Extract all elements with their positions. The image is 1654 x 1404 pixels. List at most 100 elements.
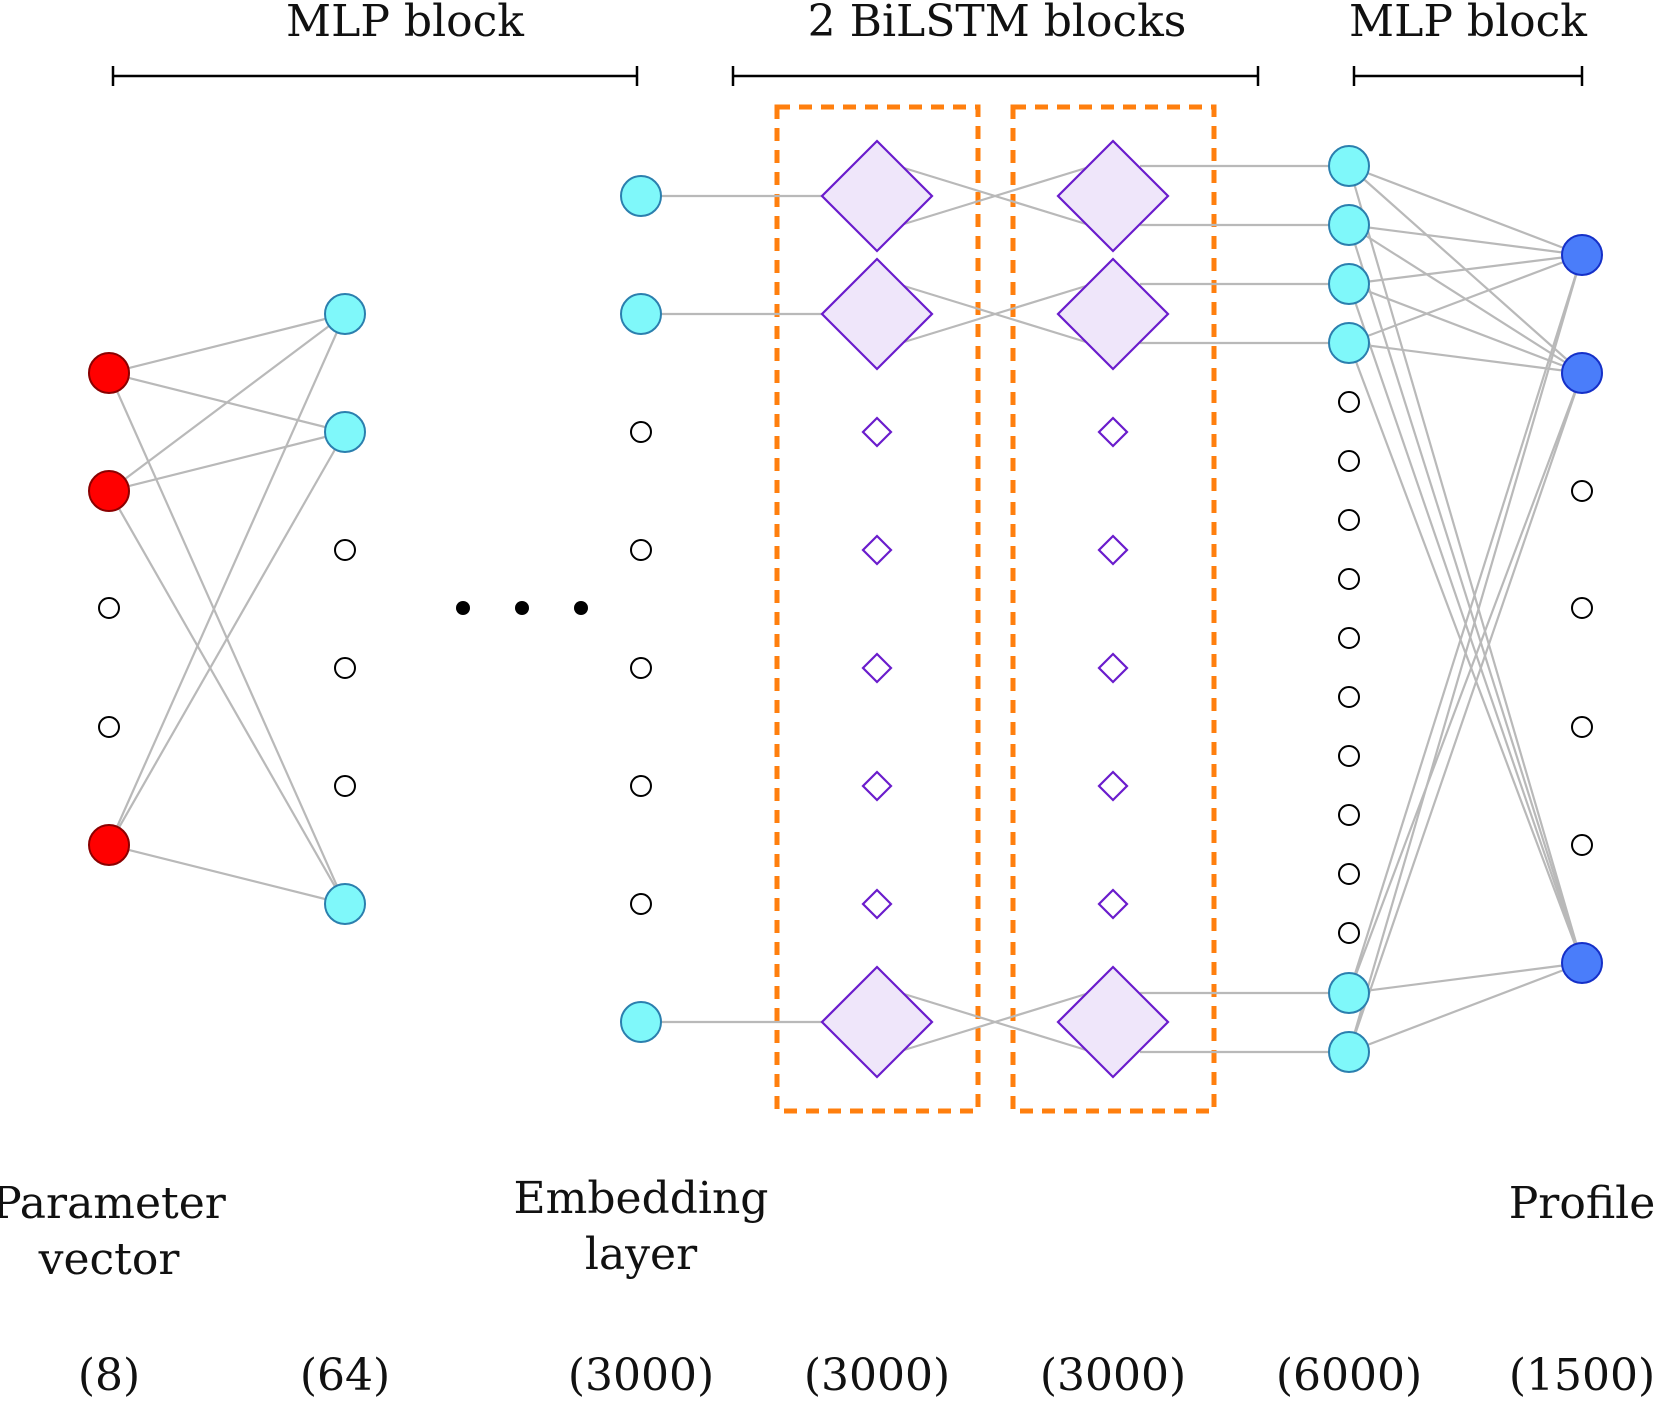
hidden2-node	[1328, 322, 1370, 364]
layer-size-hidden1: (64)	[300, 1350, 390, 1401]
embedding-node-small	[630, 657, 652, 679]
profile-node-small	[1571, 480, 1593, 502]
connection-edge	[108, 313, 346, 492]
connection-edge	[1348, 223, 1583, 257]
input-label-line-1: Parameter	[0, 1178, 227, 1229]
connection-edge	[1348, 253, 1583, 286]
hidden2-node-small	[1338, 391, 1360, 413]
connection-edge	[1348, 282, 1583, 375]
bilstm2-cell-small	[1097, 770, 1129, 802]
profile-node-small	[1571, 597, 1593, 619]
hidden2-node-small	[1338, 745, 1360, 767]
connection-edge	[1347, 254, 1584, 1053]
embedding-node-small	[630, 539, 652, 561]
mlp-block-left-title: MLP block	[286, 0, 524, 47]
profile-node-small	[1571, 716, 1593, 738]
hidden2-node-small	[1338, 863, 1360, 885]
embedding-node	[620, 175, 662, 217]
hidden2-node-small	[1338, 627, 1360, 649]
bilstm1-cell-small	[861, 416, 893, 448]
connection-edge	[903, 284, 1087, 344]
embedding-node-small	[630, 775, 652, 797]
layer-label-embedding: Embedding layer	[514, 1173, 769, 1280]
connection-edges	[107, 164, 1584, 1054]
hidden2-node	[1328, 263, 1370, 305]
hidden2-node	[1328, 972, 1370, 1014]
hidden2-node	[1328, 204, 1370, 246]
connection-edge	[108, 430, 346, 493]
network-nodes	[88, 139, 1603, 1079]
layer-label-profile: Profile	[1509, 1178, 1654, 1229]
bilstm1-cell-small	[861, 652, 893, 684]
connection-edge	[108, 843, 346, 906]
bilstm-block-1-box	[774, 104, 981, 1114]
hidden1-node-small	[334, 539, 356, 561]
profile-node	[1561, 352, 1603, 394]
bilstm2-cell-small	[1097, 888, 1129, 920]
mlp-block-right-title: MLP block	[1349, 0, 1587, 47]
connection-edge	[108, 312, 346, 375]
ellipsis-dots	[456, 601, 588, 615]
connection-edge	[903, 166, 1087, 226]
bilstm2-cell-small	[1097, 652, 1129, 684]
connection-edge	[107, 313, 347, 846]
hidden2-node	[1328, 1031, 1370, 1073]
profile-label: Profile	[1509, 1178, 1654, 1229]
bilstm2-cell-small	[1097, 416, 1129, 448]
connection-edge	[1347, 372, 1584, 994]
bilstm1-cell-small	[861, 770, 893, 802]
connection-edge	[1347, 254, 1584, 994]
input-label-line-2: vector	[38, 1234, 181, 1285]
embedding-node	[620, 293, 662, 335]
hidden1-node	[324, 411, 366, 453]
hidden1-node-small	[334, 775, 356, 797]
profile-node	[1561, 942, 1603, 984]
profile-node-small	[1571, 834, 1593, 856]
input-node-small	[98, 597, 120, 619]
connection-edge	[1348, 164, 1583, 257]
layer-size-profile: (1500)	[1509, 1350, 1654, 1401]
embedding-node	[620, 1001, 662, 1043]
connection-edge	[1348, 253, 1583, 345]
ellipsis-dot	[574, 601, 588, 615]
connection-edge	[1348, 961, 1583, 995]
input-node-small	[98, 716, 120, 738]
connection-edge	[1347, 372, 1584, 1053]
bilstm2-cell-small	[1097, 534, 1129, 566]
hidden2-node-small	[1338, 450, 1360, 472]
hidden2-node-small	[1338, 922, 1360, 944]
bilstm1-cell-small	[861, 888, 893, 920]
embedding-node-small	[630, 893, 652, 915]
bilstm2-cell	[1056, 257, 1170, 371]
bilstm1-cell	[820, 139, 934, 253]
ellipsis-dot	[456, 601, 470, 615]
embedding-label-line-1: Embedding	[514, 1173, 769, 1224]
connection-edge	[1348, 341, 1583, 375]
hidden2-node	[1328, 145, 1370, 187]
bilstm2-cell	[1056, 139, 1170, 253]
layer-size-bilstm2: (3000)	[1040, 1350, 1186, 1401]
bilstm-block-2-box	[1010, 104, 1217, 1114]
layer-label-input: Parameter vector	[0, 1178, 227, 1285]
bilstm1-cell	[820, 257, 934, 371]
layer-size-hidden2: (6000)	[1276, 1350, 1422, 1401]
bilstm2-cell	[1056, 965, 1170, 1079]
profile-node	[1561, 234, 1603, 276]
bracket-bilstm	[731, 66, 1260, 86]
input-node	[88, 352, 130, 394]
layer-size-embedding: (3000)	[568, 1350, 714, 1401]
connection-edge	[1347, 224, 1584, 964]
bracket-mlp-left	[111, 66, 639, 86]
connection-edge	[1348, 961, 1583, 1054]
hidden1-node-small	[334, 657, 356, 679]
input-node	[88, 824, 130, 866]
ellipsis-dot	[515, 601, 529, 615]
bracket-mlp-right	[1352, 66, 1584, 86]
connection-edge	[108, 490, 346, 905]
hidden2-node-small	[1338, 686, 1360, 708]
embedding-label-line-2: layer	[585, 1229, 698, 1280]
hidden2-node-small	[1338, 568, 1360, 590]
bilstm-blocks-title: 2 BiLSTM blocks	[808, 0, 1187, 47]
input-node	[88, 470, 130, 512]
